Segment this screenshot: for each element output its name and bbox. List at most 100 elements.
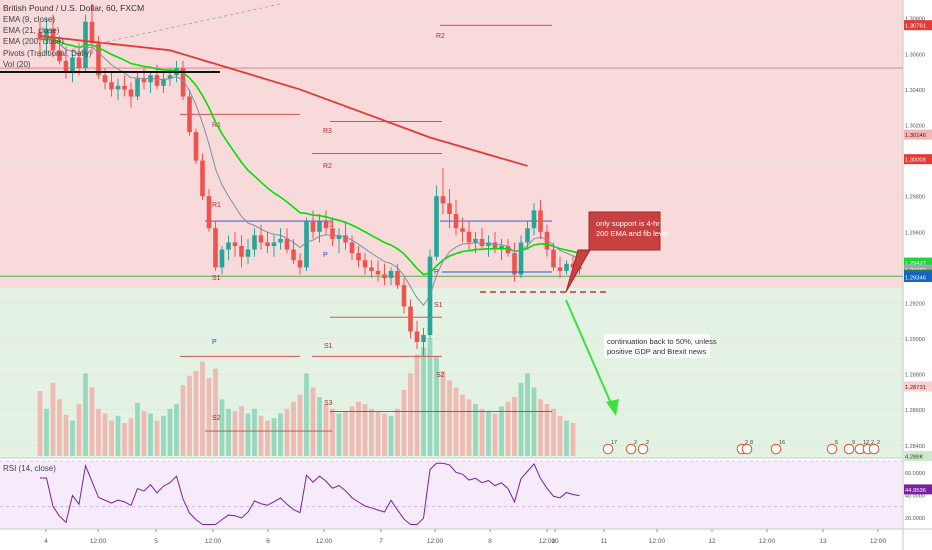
candle-body (414, 331, 420, 343)
time-tick-label: 12:00 (759, 538, 776, 545)
volume-bar (499, 406, 504, 456)
volume-bar (518, 382, 524, 456)
candle-body (57, 50, 62, 61)
volume-bar (258, 415, 264, 456)
pivot-label: S1 (212, 275, 221, 282)
pivot-label: P (323, 252, 328, 259)
volume-bar (232, 411, 238, 456)
volume-bar (460, 394, 465, 456)
time-tick-label: 12:00 (316, 538, 333, 545)
forecast-box (604, 334, 710, 358)
event-flag-label: 2 (877, 440, 880, 446)
event-flag-marker[interactable] (843, 443, 855, 455)
volume-bar (109, 420, 114, 456)
candle-body (349, 242, 355, 254)
price-badge-label: 4.288K (905, 455, 924, 461)
user-drawings[interactable] (0, 3, 619, 416)
volume-bar (167, 408, 173, 456)
volume-bar (213, 368, 218, 456)
time-tick-label: 10 (551, 538, 559, 545)
rsi-pane (0, 461, 903, 529)
candle-body (213, 228, 218, 268)
callout-line-1: only support is 4-hr (596, 219, 660, 228)
chart-legend[interactable]: British Pound / U.S. Dollar, 60, FXCM EM… (3, 3, 144, 473)
event-flag-marker[interactable] (868, 443, 880, 455)
pivots-legend[interactable]: Pivots (Traditional, Daily) (3, 49, 92, 58)
event-flag-marker[interactable] (826, 443, 838, 455)
price-badge-label: 1.30008 (905, 158, 926, 164)
event-flag-marker[interactable] (602, 443, 614, 455)
event-flag-marker[interactable] (770, 443, 782, 455)
volume-bar (349, 406, 355, 456)
volume-bar (180, 385, 186, 456)
pivot-label: S3 (324, 400, 333, 407)
volume-legend[interactable]: Vol (20) (3, 60, 31, 69)
candle-body (109, 82, 114, 90)
rsi-tick-label: 60.0000 (905, 471, 925, 477)
rsi-tick-label: 20.0000 (905, 516, 925, 522)
forecast-arrow-head[interactable] (606, 399, 619, 416)
ema-mid-legend[interactable]: EMA (21, close) (3, 26, 60, 35)
symbol-title: British Pound / U.S. Dollar, 60, FXCM (3, 3, 144, 13)
ema-long-legend[interactable]: EMA (200, close) (3, 37, 64, 46)
volume-bar (226, 408, 231, 456)
candle-body (258, 235, 264, 243)
volume-bar (63, 414, 69, 456)
candle-body (284, 238, 290, 250)
event-flag-marker[interactable] (625, 443, 637, 455)
candle-body (395, 270, 400, 286)
rsi-indicator (0, 460, 903, 525)
volume-bar (434, 356, 439, 456)
candle-body (187, 96, 192, 133)
price-tick-label: 1.29000 (905, 337, 925, 343)
volume-bar (564, 420, 569, 456)
candle-body (323, 221, 329, 229)
volume-bar (362, 404, 368, 456)
price-badge-label: 1.28731 (905, 385, 926, 391)
candle-body (70, 57, 75, 72)
candle-body (219, 249, 225, 268)
volume-bar (187, 375, 192, 456)
volume-bar (382, 413, 387, 456)
price-tick-label: 1.28800 (905, 373, 925, 379)
rsi-line (40, 462, 580, 525)
callout-annotation[interactable]: only support is 4-hr 200 EMA and fib lev… (565, 211, 669, 293)
rsi-legend[interactable]: RSI (14, close) (3, 464, 56, 473)
price-badge (904, 271, 932, 282)
candle-body (63, 60, 69, 72)
forecast-arrow-line[interactable] (565, 299, 614, 409)
volume-bar (440, 371, 446, 456)
time-tick-label: 12:00 (539, 538, 556, 545)
volume-bars (37, 338, 576, 456)
candle-body (148, 75, 153, 83)
price-badge-label: 1.30761 (905, 24, 926, 30)
forecast-annotation[interactable]: continuation back to 50%, unless positiv… (604, 334, 717, 358)
candle-body (388, 270, 394, 279)
volume-bar (557, 415, 563, 456)
volume-bar (265, 420, 270, 456)
candle-body (551, 249, 556, 268)
event-flag-marker[interactable] (741, 443, 753, 455)
candle-body (538, 210, 543, 232)
candle-body (447, 203, 452, 214)
ema-short-legend[interactable]: EMA (9, close) (3, 15, 55, 24)
volume-bar (505, 401, 511, 456)
event-flag-label: 2 (634, 440, 637, 446)
time-tick-label: 11 (601, 538, 608, 545)
volume-bar (200, 361, 205, 456)
volume-bar (297, 394, 303, 456)
event-flag-label: 5 (835, 440, 838, 446)
dotted-trendline[interactable] (59, 3, 281, 53)
volume-bar (479, 408, 485, 456)
event-flags[interactable]: 17 2 2 2 8 16 5 9 12 2 2 (602, 440, 880, 455)
candle-body (401, 285, 407, 307)
candle-body (336, 235, 342, 239)
event-flag-label: 2 (745, 440, 748, 446)
candle-body (382, 274, 387, 279)
candle-body (102, 75, 108, 83)
event-flag-marker[interactable] (637, 443, 649, 455)
volume-bar (161, 415, 166, 456)
moving-averages (39, 35, 580, 307)
